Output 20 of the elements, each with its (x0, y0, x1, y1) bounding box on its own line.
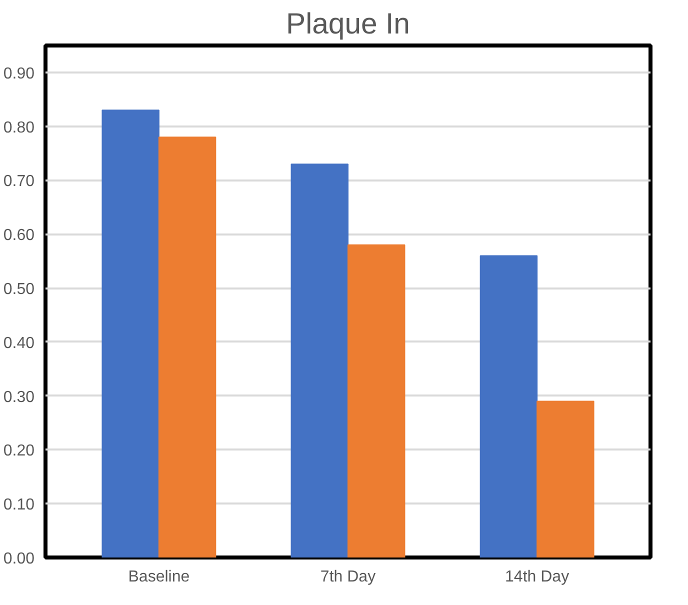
y-tick-label: 0.50 (3, 281, 35, 298)
y-tick-label: 0.70 (3, 173, 35, 190)
y-tick-label: 0.30 (3, 388, 35, 406)
y-tick-label: 0.20 (3, 442, 35, 460)
y-tick-label: 0.60 (3, 227, 35, 244)
bar (290, 164, 348, 558)
chart-title: Plaque In (286, 8, 410, 40)
bar (102, 110, 160, 558)
y-tick-label: 0.40 (3, 334, 35, 352)
x-tick-label: 7th Day (320, 568, 376, 586)
bar (348, 244, 406, 558)
y-tick-label: 0.10 (3, 496, 35, 514)
x-tick-label: Baseline (128, 568, 190, 586)
bar (480, 255, 538, 558)
y-tick-label: 0.90 (3, 65, 35, 82)
x-tick-label: 14th Day (505, 568, 570, 586)
y-tick-label: 0.80 (3, 119, 35, 136)
bar (158, 136, 216, 558)
y-tick-label: 0.00 (3, 550, 35, 568)
bar (536, 400, 594, 558)
